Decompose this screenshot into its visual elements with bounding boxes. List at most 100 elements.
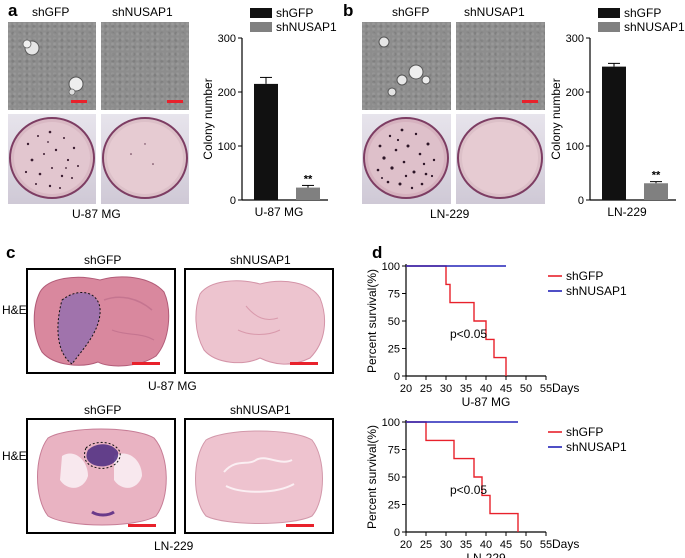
- significance-marker: **: [652, 170, 661, 182]
- panel-b-micrograph-shgfp: [362, 22, 451, 110]
- panel-a-cell-label: U-87 MG: [72, 207, 121, 221]
- y-tick-label: 75: [388, 289, 400, 301]
- dish-image: [9, 117, 95, 199]
- panel-b-dish-shgfp: [362, 114, 451, 204]
- significance-marker: **: [304, 173, 313, 185]
- x-tick-label: 35: [460, 383, 472, 395]
- panel-b-cell-label: LN-229: [430, 207, 470, 221]
- y-tick-label: 0: [394, 527, 400, 539]
- legend-swatch-shnusap1: [598, 22, 620, 32]
- y-tick-label: 75: [388, 445, 400, 457]
- y-tick-label: 0: [394, 371, 400, 383]
- panel-a-col-shnusap1: shNUSAP1: [112, 5, 173, 19]
- panel-a-dish-shgfp: [8, 114, 96, 204]
- scale-bar: [128, 524, 156, 527]
- panel-c-row1-col-shgfp: shGFP: [84, 253, 122, 267]
- x-axis-label: LN-229: [607, 205, 647, 219]
- x-tick-label: 20: [400, 383, 412, 395]
- x-tick-label: 45: [500, 539, 512, 551]
- dish-image: [457, 117, 543, 199]
- bar-shgfp: [254, 83, 278, 200]
- panel-c-he-u87-shnusap1: [184, 268, 334, 374]
- x-axis-label: U-87 MG: [462, 395, 511, 409]
- legend-swatch-shgfp: [598, 8, 620, 18]
- x-axis-label: LN-229: [466, 551, 506, 558]
- survival-line-shgfp: [406, 265, 507, 376]
- colony-image: [22, 39, 84, 96]
- y-axis-label: Percent survival(%): [365, 269, 379, 373]
- dish-image: [102, 117, 188, 199]
- x-tick-label: 30: [440, 539, 452, 551]
- p-value-annotation: p<0.05: [450, 483, 487, 497]
- legend-label-shnusap1: shNUSAP1: [624, 20, 685, 34]
- p-value-annotation: p<0.05: [450, 327, 487, 341]
- y-tick-label: 25: [388, 344, 400, 356]
- x-tick-label: 55: [540, 539, 552, 551]
- panel-c-row2-col-shnusap1: shNUSAP1: [230, 403, 291, 417]
- y-tick-label: 0: [578, 195, 584, 207]
- panel-b-micrograph-shnusap1: [456, 22, 545, 110]
- panel-c-he-u87-shgfp: [26, 268, 176, 374]
- panel-c-he-ln229-shnusap1: [184, 418, 334, 534]
- y-tick-label: 300: [566, 33, 584, 45]
- scale-bar: [71, 100, 87, 103]
- legend-label-shgfp: shGFP: [276, 6, 313, 20]
- y-axis-label: Colony number: [201, 78, 215, 159]
- x-tick-label: 35: [460, 539, 472, 551]
- panel-c-row1-he-label: H&E: [2, 303, 27, 317]
- brain-section-image: [33, 276, 170, 367]
- panel-c-he-ln229-shgfp: [26, 418, 176, 534]
- y-tick-label: 0: [230, 195, 236, 207]
- x-tick-label: 45: [500, 383, 512, 395]
- y-axis-label: Colony number: [549, 78, 563, 159]
- scale-bar: [286, 524, 314, 527]
- x-tick-label: 40: [480, 539, 492, 551]
- brain-section-image: [195, 430, 323, 524]
- legend-label-shnusap1: shNUSAP1: [566, 284, 627, 298]
- x-axis-label: U-87 MG: [255, 205, 304, 219]
- y-tick-label: 100: [382, 417, 400, 429]
- panel-c-row1-cell-label: U-87 MG: [148, 379, 197, 393]
- y-tick-label: 200: [566, 87, 584, 99]
- x-axis-unit: Days: [552, 381, 579, 395]
- y-axis-label: Percent survival(%): [365, 425, 379, 529]
- legend-label-shgfp: shGFP: [566, 269, 603, 283]
- panel-c-row2-col-shgfp: shGFP: [84, 403, 122, 417]
- panel-c-row1-col-shnusap1: shNUSAP1: [230, 253, 291, 267]
- legend-label-shgfp: shGFP: [624, 6, 661, 20]
- panel-c-row2-he-label: H&E: [2, 449, 27, 463]
- panel-b-dish-shnusap1: [456, 114, 545, 204]
- legend-label-shnusap1: shNUSAP1: [566, 440, 627, 454]
- brain-section-image: [37, 428, 167, 526]
- x-tick-label: 20: [400, 539, 412, 551]
- panel-c-letter: c: [6, 243, 16, 262]
- x-tick-label: 30: [440, 383, 452, 395]
- brain-section-image: [195, 280, 326, 365]
- dish-image: [363, 117, 449, 199]
- y-tick-label: 25: [388, 500, 400, 512]
- x-axis-unit: Days: [552, 537, 579, 551]
- legend-swatch-shnusap1: [250, 22, 272, 32]
- scale-bar: [132, 362, 160, 365]
- legend-swatch-shgfp: [250, 8, 272, 18]
- bar-shnusap1: [644, 183, 668, 200]
- y-tick-label: 100: [566, 141, 584, 153]
- panel-d-letter: d: [372, 243, 383, 262]
- panel-a-letter: a: [8, 1, 18, 20]
- x-tick-label: 50: [520, 383, 532, 395]
- x-tick-label: 50: [520, 539, 532, 551]
- panel-a-micrograph-shnusap1: [101, 22, 189, 110]
- x-tick-label: 25: [420, 383, 432, 395]
- y-tick-label: 50: [388, 316, 400, 328]
- y-tick-label: 200: [218, 87, 236, 99]
- panel-a-dish-shnusap1: [101, 114, 189, 204]
- y-tick-label: 300: [218, 33, 236, 45]
- colony-image: [378, 36, 431, 97]
- x-tick-label: 55: [540, 383, 552, 395]
- scale-bar: [290, 362, 318, 365]
- x-tick-label: 40: [480, 383, 492, 395]
- scale-bar: [167, 100, 183, 103]
- panel-a-micrograph-shgfp: [8, 22, 96, 110]
